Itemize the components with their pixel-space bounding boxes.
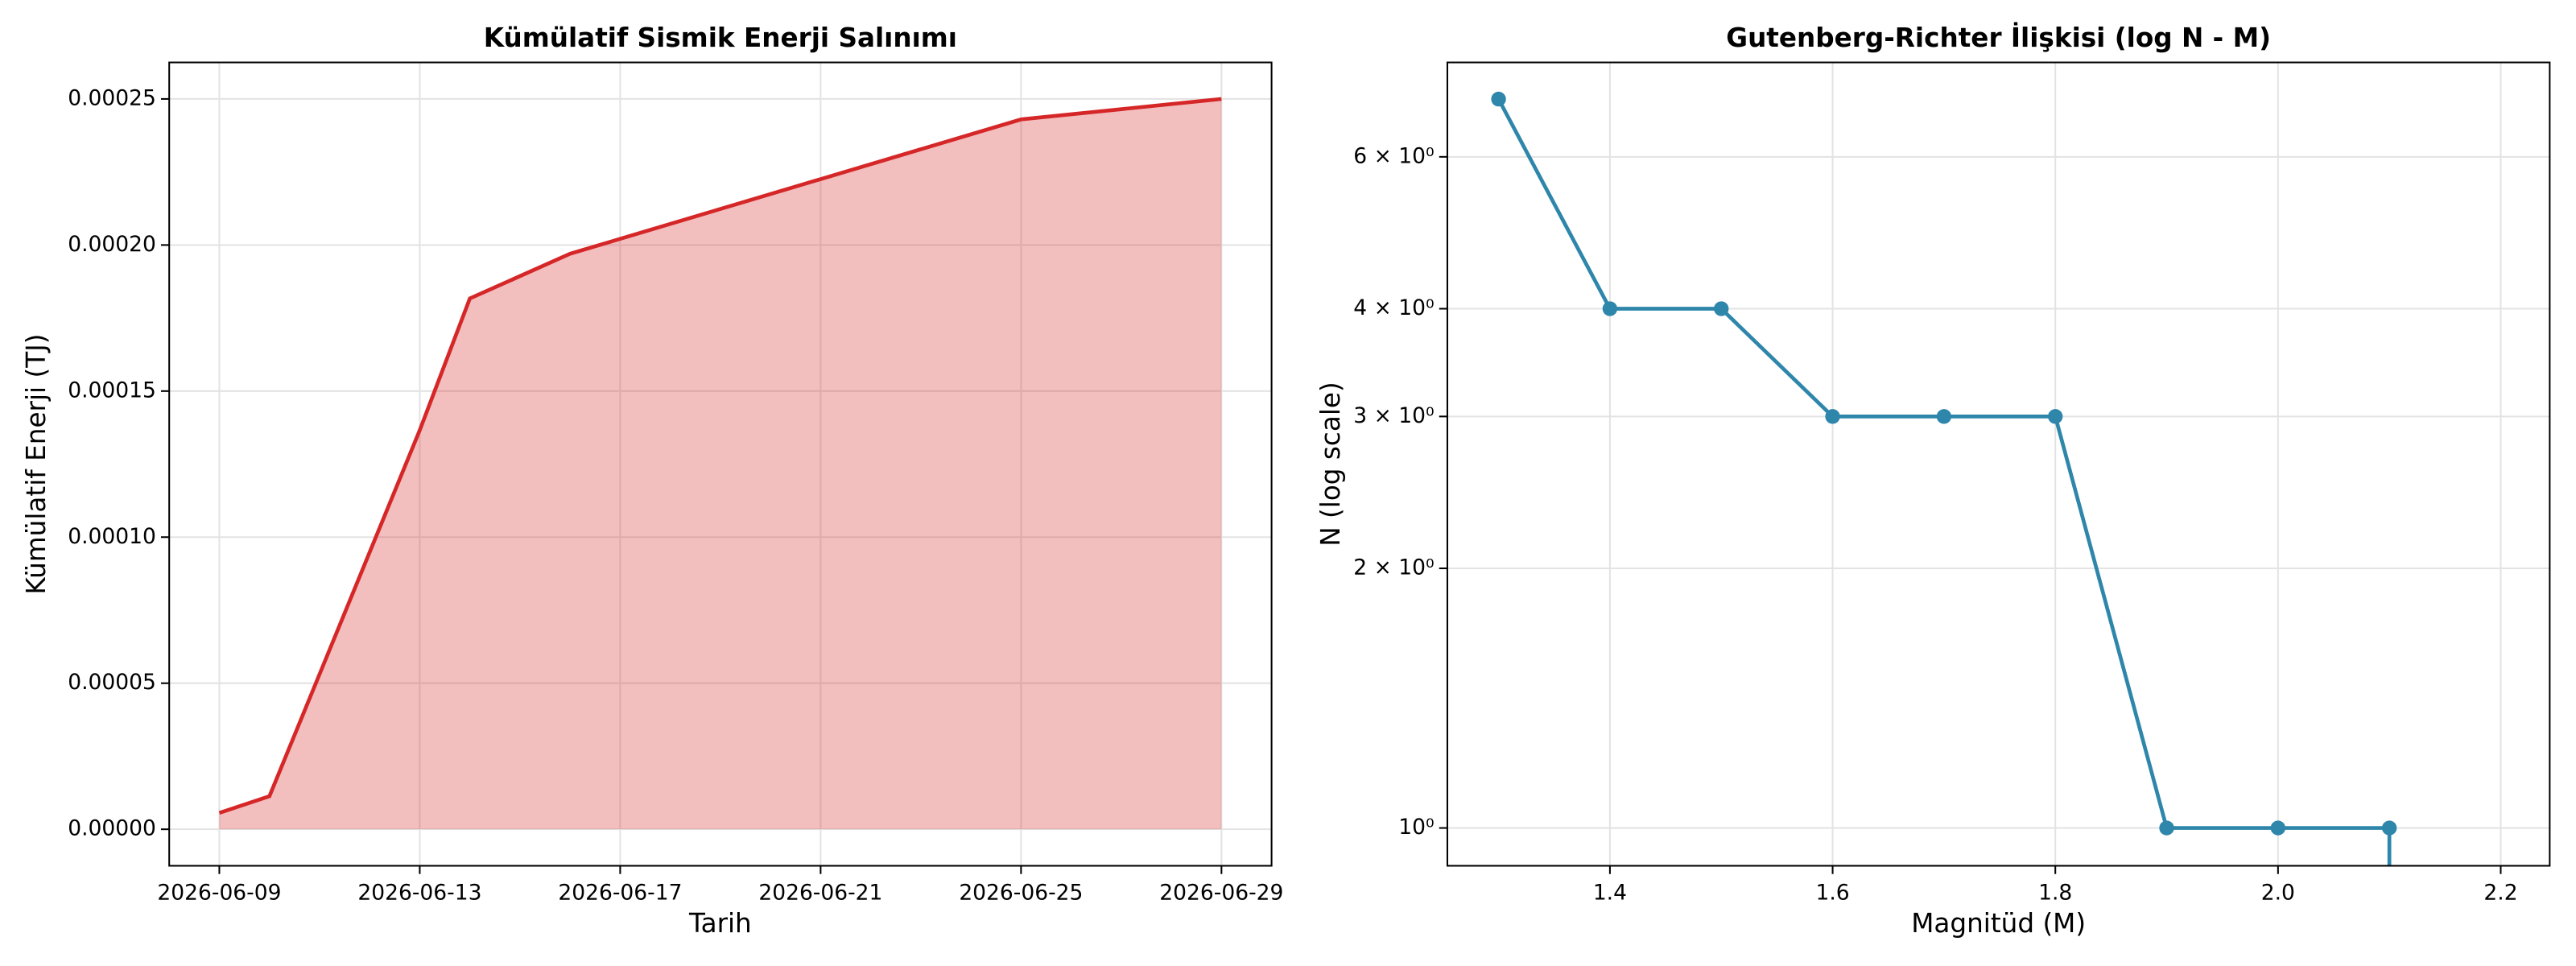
point <box>1825 409 1840 424</box>
point <box>2270 820 2286 836</box>
x-tick-label: 2026-06-25 <box>959 881 1083 906</box>
point <box>2159 820 2174 836</box>
point <box>2048 409 2063 424</box>
point <box>2381 820 2397 836</box>
point <box>1602 301 1618 316</box>
x-tick-label: 1.6 <box>1815 881 1849 906</box>
y-tick-label: 2 × 10⁰ <box>1353 555 1434 580</box>
x-tick-label: 2.0 <box>2261 881 2295 906</box>
x-tick-label: 1.8 <box>2038 881 2072 906</box>
chart-title: Kümülatif Sismik Enerji Salınımı <box>484 23 957 53</box>
y-axis-label: Kümülatif Enerji (TJ) <box>21 333 52 594</box>
y-tick-label: 3 × 10⁰ <box>1353 403 1434 428</box>
point <box>1714 301 1729 316</box>
point <box>1936 409 1952 424</box>
y-tick-label: 0.00010 <box>68 524 156 549</box>
y-tick-label: 0.00020 <box>68 232 156 257</box>
x-tick-label: 1.4 <box>1593 881 1627 906</box>
x-tick-label: 2026-06-21 <box>758 881 882 906</box>
plot <box>1491 91 2397 866</box>
x-tick-label: 2026-06-29 <box>1159 881 1283 906</box>
x-axis-label: Magnitüd (M) <box>1911 908 2086 939</box>
y-tick-label: 0.00025 <box>68 85 156 110</box>
line <box>1496 98 2392 866</box>
y-tick-label: 0.00005 <box>68 670 156 695</box>
x-tick-label: 2.2 <box>2483 881 2517 906</box>
axes-frame <box>1446 61 2551 867</box>
y-tick-label: 6 × 10⁰ <box>1353 143 1434 168</box>
plot <box>218 97 1222 830</box>
x-tick-label: 2026-06-13 <box>357 881 481 906</box>
x-axis-label: Tarih <box>688 908 752 939</box>
y-tick-label: 4 × 10⁰ <box>1353 295 1434 320</box>
point <box>1491 91 1506 107</box>
line <box>218 97 1222 815</box>
y-tick-label: 0.00015 <box>68 378 156 402</box>
y-tick-label: 10⁰ <box>1398 815 1434 840</box>
y-tick-label: 0.00000 <box>68 816 156 841</box>
x-tick-label: 2026-06-09 <box>157 881 281 906</box>
area <box>219 98 1222 830</box>
chart-title: Gutenberg-Richter İlişkisi (log N - M) <box>1726 23 2271 53</box>
axes-frame <box>168 61 1273 867</box>
x-tick-label: 2026-06-17 <box>558 881 682 906</box>
y-axis-label: N (log scale) <box>1315 382 1346 547</box>
